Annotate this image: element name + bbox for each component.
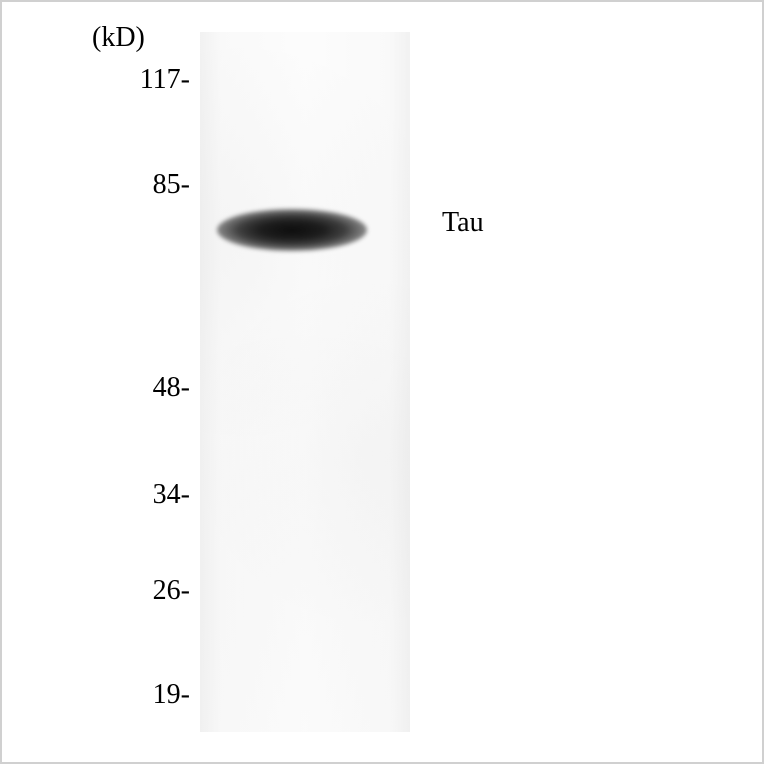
axis-unit-label: (kD) bbox=[92, 22, 145, 54]
marker-label: 26- bbox=[110, 575, 190, 607]
marker-label: 117- bbox=[110, 64, 190, 96]
band-label: Tau bbox=[442, 207, 484, 239]
protein-band bbox=[217, 209, 367, 251]
marker-label: 48- bbox=[110, 372, 190, 404]
marker-label: 85- bbox=[110, 169, 190, 201]
gel-lane bbox=[200, 32, 410, 732]
marker-label: 19- bbox=[110, 679, 190, 711]
blot-container: (kD) 117- 85- 48- 34- 26- 19- Tau bbox=[2, 2, 762, 762]
marker-label: 34- bbox=[110, 479, 190, 511]
